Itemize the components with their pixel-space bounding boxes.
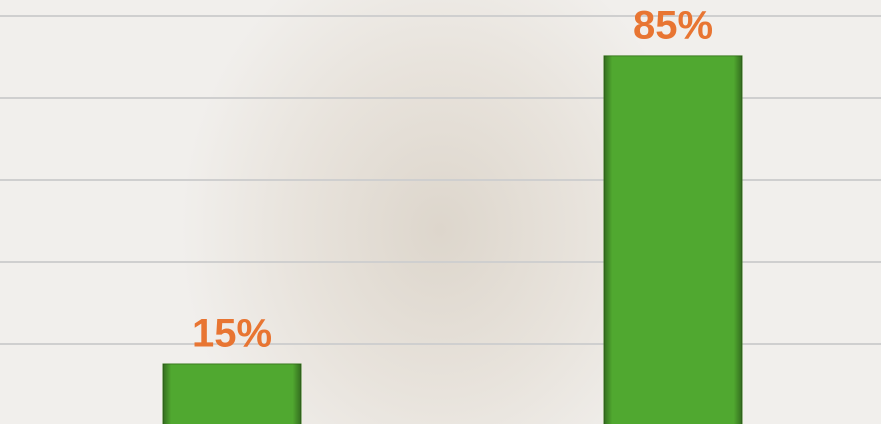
value-label: 85%: [633, 3, 713, 47]
value-label: 15%: [192, 312, 272, 356]
chart-area: 15% 85%: [0, 0, 881, 424]
chart: 15% 85%: [0, 0, 881, 424]
bar-shade: [604, 56, 742, 424]
bar-shade: [163, 364, 301, 424]
